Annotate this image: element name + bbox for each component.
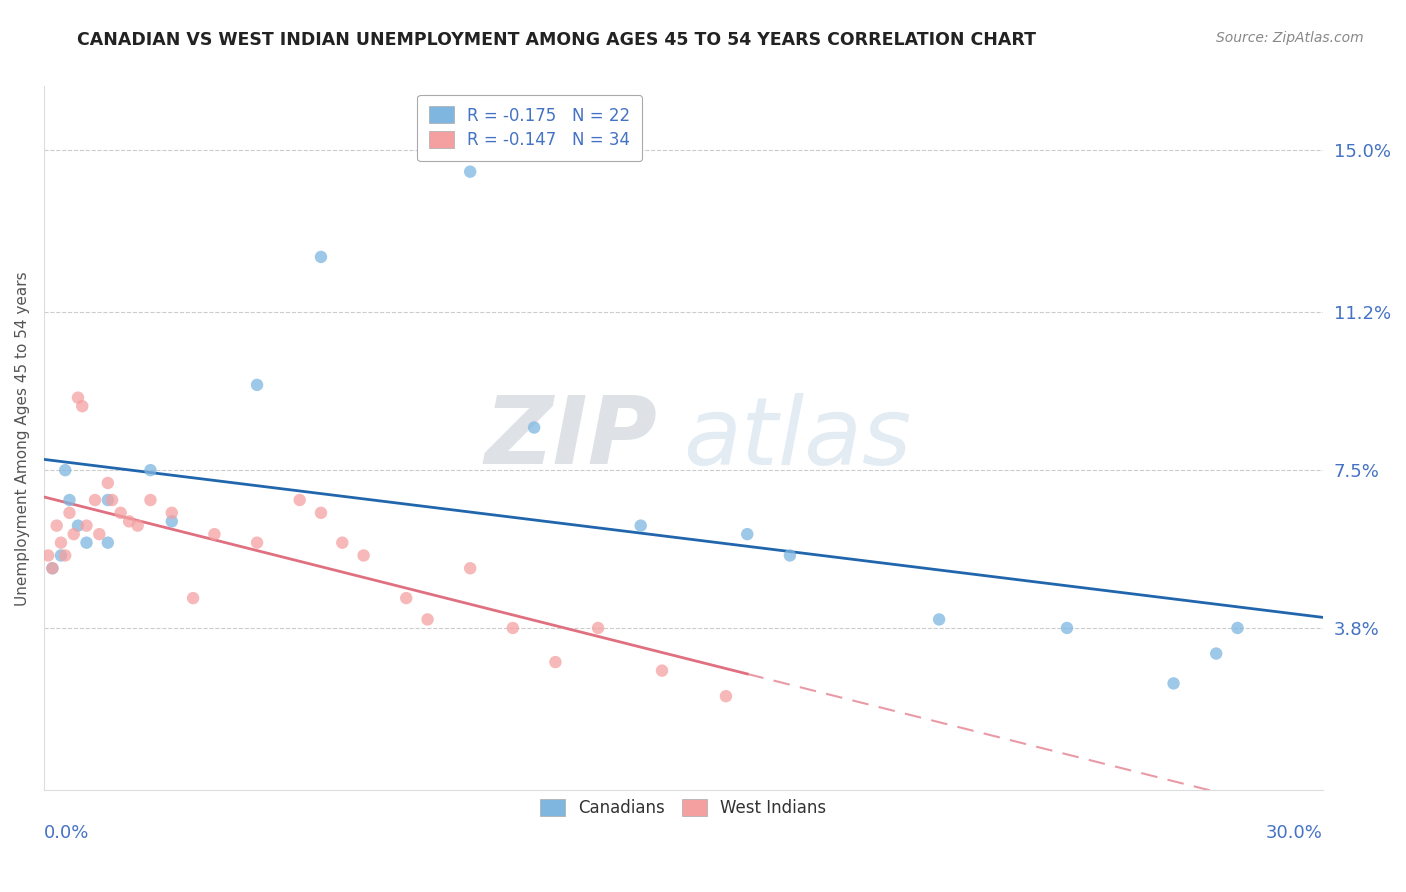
Text: 30.0%: 30.0% (1265, 824, 1323, 842)
Point (246, 377, 269, 392)
Point (110, 506, 132, 520)
Point (523, 420, 546, 434)
Point (58, 493, 80, 508)
Point (630, 518, 652, 533)
Point (76, 535, 98, 549)
Point (416, 612, 439, 626)
Point (58, 506, 80, 520)
Text: ZIP: ZIP (485, 392, 658, 484)
Point (127, 518, 149, 533)
Point (160, 514, 183, 528)
Text: 0.0%: 0.0% (44, 824, 89, 842)
Point (779, 549, 801, 563)
Point (37, 549, 59, 563)
Point (76, 518, 98, 533)
Point (139, 493, 162, 508)
Point (62, 527, 84, 541)
Text: atlas: atlas (683, 392, 911, 483)
Point (101, 493, 124, 508)
Point (41, 561, 63, 575)
Point (49, 549, 72, 563)
Point (246, 535, 269, 549)
Point (1056, 621, 1078, 635)
Point (181, 591, 204, 606)
Point (544, 655, 567, 669)
Point (1226, 621, 1249, 635)
Point (651, 664, 673, 678)
Point (89, 527, 111, 541)
Point (66, 391, 89, 405)
Text: CANADIAN VS WEST INDIAN UNEMPLOYMENT AMONG AGES 45 TO 54 YEARS CORRELATION CHART: CANADIAN VS WEST INDIAN UNEMPLOYMENT AMO… (77, 31, 1036, 49)
Point (288, 493, 311, 508)
Point (160, 506, 183, 520)
Point (66, 518, 89, 533)
Point (53, 463, 76, 477)
Point (928, 612, 950, 626)
Point (41, 561, 63, 575)
Y-axis label: Unemployment Among Ages 45 to 54 years: Unemployment Among Ages 45 to 54 years (15, 271, 30, 606)
Point (309, 250, 332, 264)
Point (84, 493, 107, 508)
Point (353, 549, 375, 563)
Point (53, 549, 76, 563)
Point (49, 535, 72, 549)
Point (309, 506, 332, 520)
Legend: Canadians, West Indians: Canadians, West Indians (533, 792, 834, 824)
Point (586, 621, 609, 635)
Point (118, 514, 141, 528)
Point (1163, 676, 1185, 690)
Point (502, 621, 524, 635)
Point (1205, 647, 1227, 661)
Point (458, 561, 481, 575)
Point (97, 475, 120, 490)
Point (395, 591, 418, 606)
Point (97, 493, 120, 508)
Point (139, 463, 162, 477)
Text: Source: ZipAtlas.com: Source: ZipAtlas.com (1216, 31, 1364, 45)
Point (458, 164, 481, 178)
Point (72, 399, 94, 413)
Point (202, 527, 225, 541)
Point (735, 527, 758, 541)
Point (97, 535, 120, 549)
Point (330, 535, 353, 549)
Point (45, 518, 67, 533)
Point (714, 689, 737, 703)
